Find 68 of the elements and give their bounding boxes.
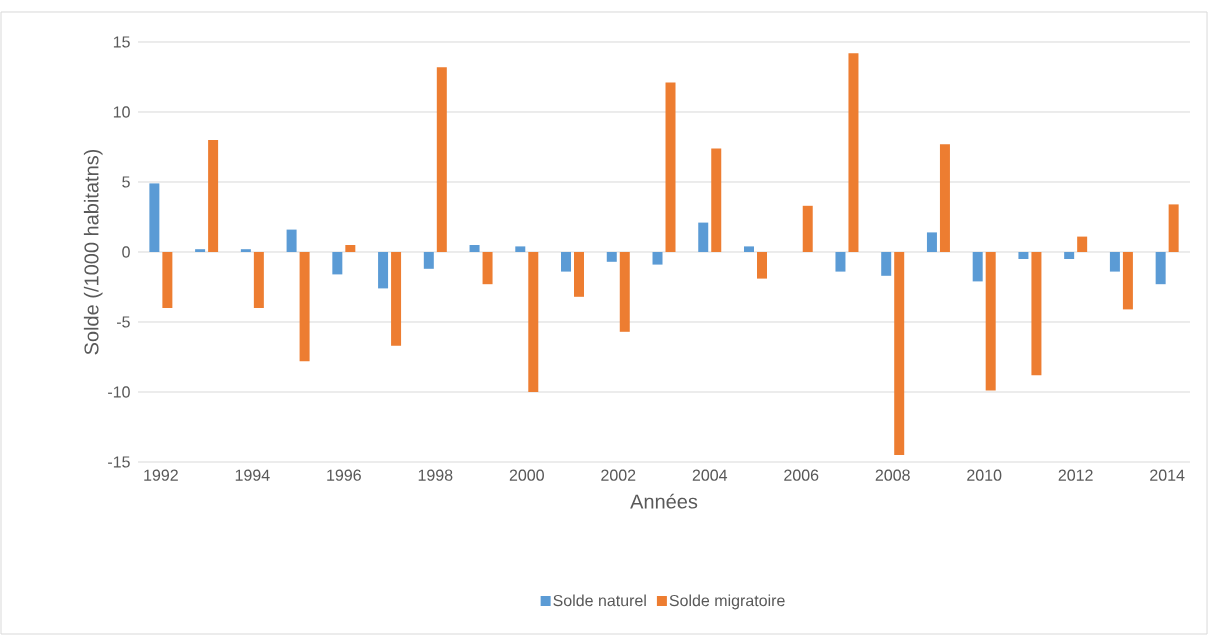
bar: [332, 252, 343, 275]
bar: [299, 252, 310, 362]
bar: [652, 252, 663, 265]
bar: [985, 252, 996, 391]
bar: [378, 252, 389, 289]
y-tick-label: -10: [108, 386, 130, 398]
bar: [1168, 204, 1179, 252]
x-tick-label: 2000: [509, 469, 544, 481]
bar: [939, 144, 950, 252]
bar: [619, 252, 630, 332]
x-tick-label: 1998: [418, 469, 453, 481]
x-tick-label: 2004: [692, 469, 728, 481]
x-tick-label: 2014: [1150, 469, 1185, 481]
bar: [482, 252, 493, 285]
legend-label: Solde migratoire: [669, 594, 785, 610]
bar: [253, 252, 264, 308]
bar: [195, 249, 206, 252]
bar: [665, 82, 676, 252]
bar: [802, 205, 813, 252]
bar: [972, 252, 983, 282]
x-tick-label: 1996: [327, 469, 361, 481]
bar: [286, 229, 297, 252]
x-tick-label: 1992: [144, 469, 178, 481]
y-tick-label: 5: [122, 176, 130, 188]
x-tick-label: 2008: [875, 469, 910, 481]
legend-label: Solde naturel: [553, 594, 646, 607]
bar: [423, 252, 434, 269]
bar: [436, 67, 447, 252]
x-tick-label: 2002: [601, 469, 636, 481]
bar: [1018, 252, 1029, 259]
bar: [528, 252, 539, 392]
bar: [1031, 252, 1042, 376]
y-tick-label: 15: [113, 36, 130, 48]
y-axis-title: Solde (/1000 habitatns): [83, 149, 103, 355]
bar: [743, 246, 754, 252]
bar: [835, 252, 846, 272]
x-tick-label: 2010: [967, 469, 1002, 481]
bar: [711, 148, 722, 252]
y-tick-label: 10: [113, 106, 130, 118]
bar: [756, 252, 767, 279]
bar: [515, 246, 526, 252]
bar: [1155, 252, 1166, 285]
bar: [561, 252, 572, 272]
bar: [606, 252, 617, 262]
x-tick-label: 2012: [1058, 469, 1093, 481]
x-axis-title: Années: [630, 493, 698, 509]
bar: [149, 183, 160, 252]
x-tick-label: 2006: [784, 469, 819, 481]
bar: [1122, 252, 1133, 310]
bar: [926, 232, 937, 252]
bar: [1077, 236, 1088, 252]
bar: [345, 245, 356, 252]
y-tick-label: -5: [116, 316, 130, 328]
y-tick-label: 0: [122, 246, 130, 258]
bar: [1109, 252, 1120, 272]
bar: [208, 140, 219, 252]
bar: [574, 252, 585, 297]
bar: [469, 245, 480, 252]
y-tick-label: -15: [108, 456, 130, 468]
x-tick-label: 1994: [235, 469, 270, 481]
bar: [240, 249, 251, 252]
bar: [848, 53, 859, 252]
bar: [162, 252, 173, 308]
bar: [391, 252, 402, 346]
bar: [1064, 252, 1075, 259]
bar: [698, 222, 709, 252]
bar: [881, 252, 892, 276]
bar: [894, 252, 905, 455]
